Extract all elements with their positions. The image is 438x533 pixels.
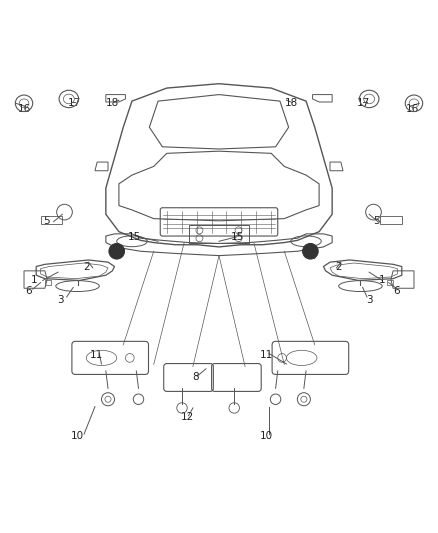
- Text: 8: 8: [193, 372, 199, 382]
- Text: 16: 16: [18, 103, 31, 114]
- Text: 5: 5: [43, 216, 49, 226]
- Text: 2: 2: [83, 262, 89, 272]
- Text: 18: 18: [106, 98, 119, 108]
- Text: 15: 15: [231, 232, 244, 243]
- Text: 2: 2: [336, 262, 342, 272]
- Text: 18: 18: [285, 98, 298, 108]
- Text: 17: 17: [357, 98, 371, 108]
- Text: 17: 17: [67, 98, 81, 108]
- Text: 4: 4: [308, 247, 314, 257]
- Text: 3: 3: [366, 295, 372, 305]
- Circle shape: [303, 244, 318, 259]
- Bar: [188, 225, 250, 243]
- Text: 15: 15: [128, 232, 141, 243]
- Text: 11: 11: [90, 350, 103, 360]
- Text: 6: 6: [25, 286, 32, 296]
- Text: 1: 1: [31, 276, 37, 286]
- Text: 10: 10: [71, 431, 84, 441]
- Text: 1: 1: [379, 276, 385, 286]
- Text: 5: 5: [373, 216, 380, 226]
- Text: 11: 11: [259, 350, 272, 360]
- Circle shape: [109, 244, 124, 259]
- Text: 6: 6: [393, 286, 400, 296]
- Text: 10: 10: [259, 431, 272, 441]
- Text: 12: 12: [181, 411, 194, 422]
- Text: 3: 3: [57, 295, 64, 305]
- Text: 16: 16: [406, 103, 419, 114]
- Text: 4: 4: [110, 247, 117, 257]
